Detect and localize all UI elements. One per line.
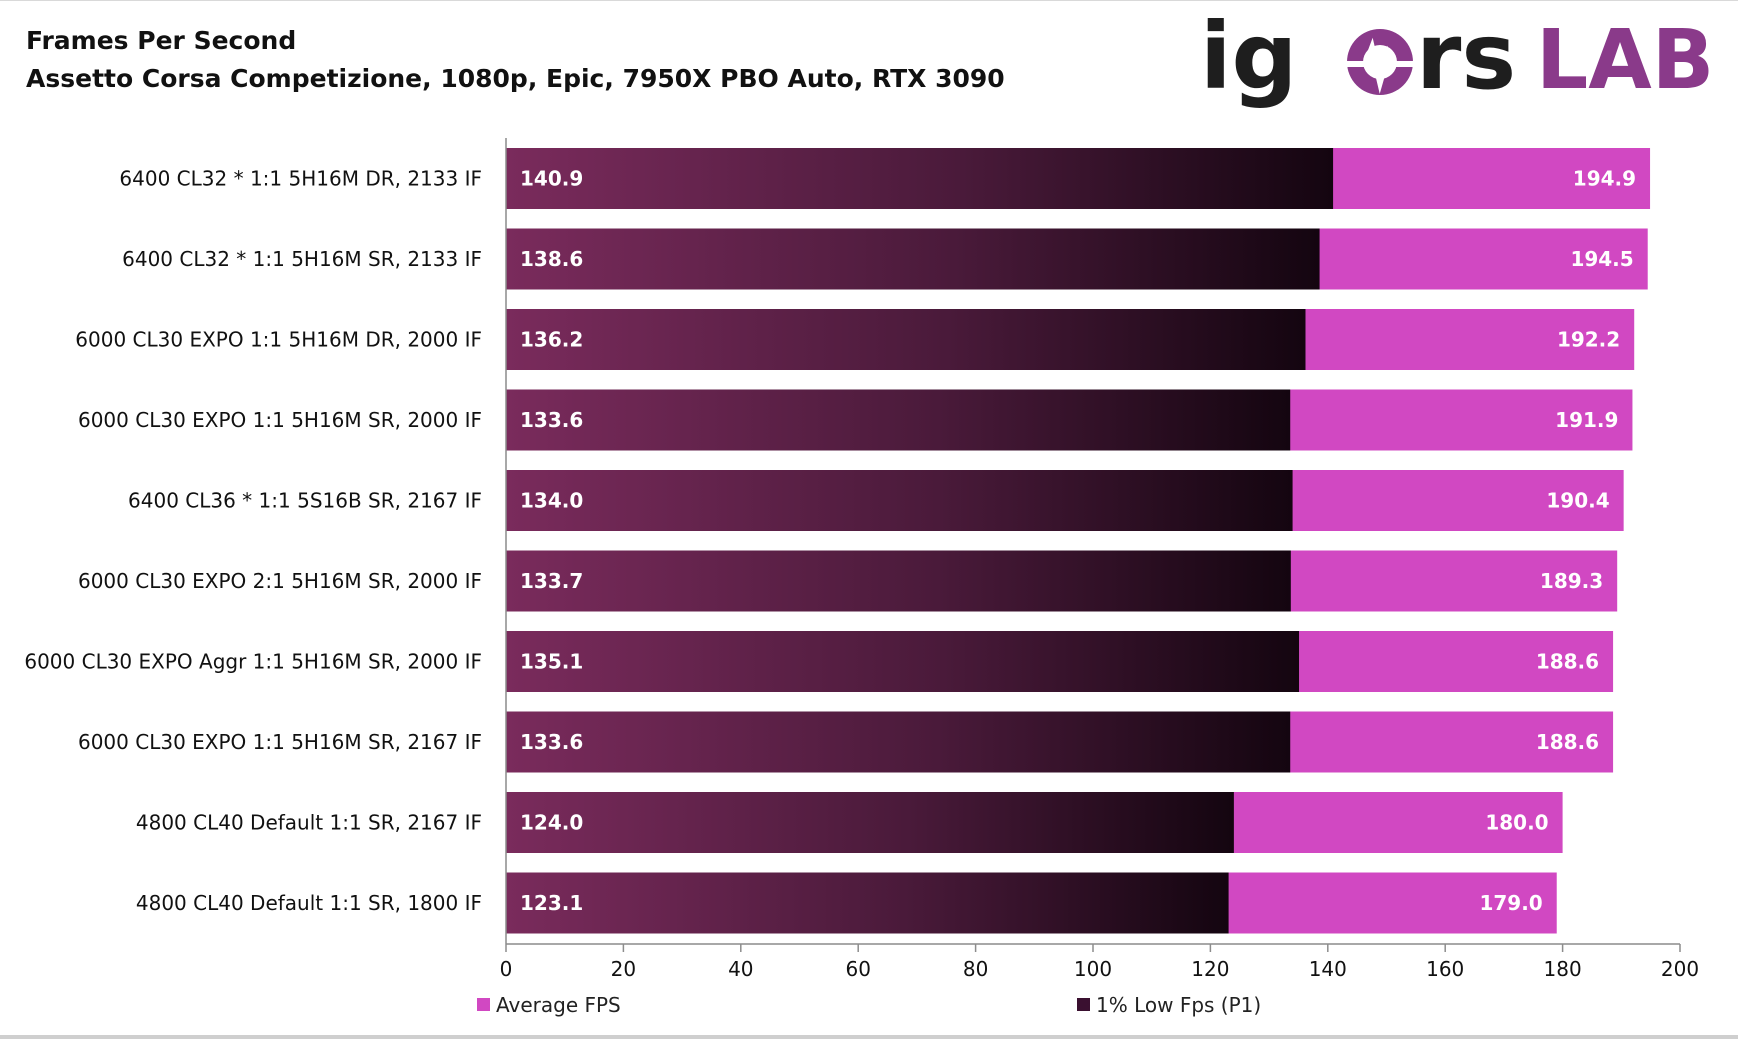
category-label: 6000 CL30 EXPO Aggr 1:1 5H16M SR, 2000 I…	[24, 650, 482, 674]
legend-swatch	[477, 998, 490, 1011]
chart-title: Frames Per Second	[26, 26, 297, 55]
legend-label: 1% Low Fps (P1)	[1096, 993, 1261, 1017]
value-label-average-fps: 190.4	[1546, 489, 1609, 513]
value-label-average-fps: 194.5	[1570, 247, 1633, 271]
bar-1pct-low	[506, 550, 1291, 612]
value-label-average-fps: 192.2	[1557, 328, 1620, 352]
value-label-average-fps: 194.9	[1573, 167, 1636, 191]
value-label-1pct-low: 136.2	[520, 328, 583, 352]
value-label-1pct-low: 140.9	[520, 167, 583, 191]
x-tick-label: 160	[1426, 957, 1464, 981]
value-label-average-fps: 180.0	[1485, 811, 1548, 835]
x-tick-label: 140	[1309, 957, 1347, 981]
x-tick-label: 180	[1544, 957, 1582, 981]
category-label: 6400 CL32 * 1:1 5H16M SR, 2133 IF	[122, 247, 482, 271]
category-label: 6000 CL30 EXPO 1:1 5H16M SR, 2000 IF	[78, 408, 482, 432]
bar-row: 6400 CL32 * 1:1 5H16M SR, 2133 IF 138.6 19…	[122, 228, 1648, 290]
x-tick-label: 0	[500, 957, 513, 981]
bar-row: 6400 CL32 * 1:1 5H16M DR, 2133 IF 140.9 19…	[119, 148, 1651, 209]
bar-row: 6000 CL30 EXPO Aggr 1:1 5H16M SR, 2000 I…	[24, 631, 1614, 692]
value-label-1pct-low: 134.0	[520, 489, 583, 513]
svg-text:rs: rs	[1416, 10, 1516, 110]
bar-1pct-low	[506, 309, 1306, 370]
value-label-average-fps: 191.9	[1555, 408, 1618, 432]
bar-1pct-low	[506, 228, 1320, 290]
bar-row: 6000 CL30 EXPO 2:1 5H16M SR, 2000 IF 133.…	[78, 550, 1618, 612]
bar-row: 4800 CL40 Default 1:1 SR, 2167 IF 124.0 18…	[136, 792, 1563, 853]
x-tick-label: 40	[728, 957, 753, 981]
legend-swatch	[1077, 998, 1090, 1011]
value-label-1pct-low: 135.1	[520, 650, 583, 674]
bar-1pct-low	[506, 389, 1291, 451]
bar-row: 4800 CL40 Default 1:1 SR, 1800 IF 123.1 17…	[136, 872, 1557, 934]
x-tick-label: 200	[1661, 957, 1699, 981]
value-label-1pct-low: 133.6	[520, 408, 583, 432]
value-label-average-fps: 188.6	[1536, 730, 1599, 754]
bar-1pct-low	[506, 631, 1300, 692]
category-label: 6400 CL32 * 1:1 5H16M DR, 2133 IF	[119, 167, 482, 191]
category-label: 6000 CL30 EXPO 1:1 5H16M SR, 2167 IF	[78, 730, 482, 754]
bar-1pct-low	[506, 470, 1293, 531]
category-label: 6400 CL36 * 1:1 5S16B SR, 2167 IF	[128, 489, 482, 513]
category-label: 4800 CL40 Default 1:1 SR, 1800 IF	[136, 891, 482, 915]
svg-text:LAB: LAB	[1536, 13, 1714, 108]
bar-row: 6400 CL36 * 1:1 5S16B SR, 2167 IF 134.0 19…	[128, 470, 1624, 531]
bar-1pct-low	[506, 148, 1334, 209]
x-tick-label: 80	[963, 957, 988, 981]
value-label-average-fps: 189.3	[1540, 569, 1603, 593]
value-label-1pct-low: 133.7	[520, 569, 583, 593]
value-label-average-fps: 179.0	[1479, 891, 1542, 915]
bar-1pct-low	[506, 711, 1291, 773]
value-label-1pct-low: 133.6	[520, 730, 583, 754]
igorslab-logo: ig rs LAB	[1200, 10, 1714, 110]
x-tick-label: 100	[1074, 957, 1112, 981]
category-label: 6000 CL30 EXPO 2:1 5H16M SR, 2000 IF	[78, 569, 482, 593]
bar-row: 6000 CL30 EXPO 1:1 5H16M SR, 2167 IF 133.…	[78, 711, 1614, 773]
chart-subtitle: Assetto Corsa Competizione, 1080p, Epic,…	[26, 64, 1005, 93]
bar-row: 6000 CL30 EXPO 1:1 5H16M DR, 2000 IF 136.…	[75, 309, 1635, 370]
category-label: 6000 CL30 EXPO 1:1 5H16M DR, 2000 IF	[75, 328, 482, 352]
value-label-1pct-low: 138.6	[520, 247, 583, 271]
x-tick-label: 60	[845, 957, 870, 981]
x-tick-label: 20	[611, 957, 636, 981]
value-label-1pct-low: 124.0	[520, 811, 583, 835]
legend-label: Average FPS	[496, 993, 621, 1017]
value-label-average-fps: 188.6	[1536, 650, 1599, 674]
bar-row: 6000 CL30 EXPO 1:1 5H16M SR, 2000 IF 133.…	[78, 389, 1633, 451]
bar-1pct-low	[506, 792, 1234, 853]
value-label-1pct-low: 123.1	[520, 891, 583, 915]
svg-text:ig: ig	[1200, 10, 1297, 110]
category-label: 4800 CL40 Default 1:1 SR, 2167 IF	[136, 811, 482, 835]
x-tick-label: 120	[1191, 957, 1229, 981]
bar-1pct-low	[506, 872, 1229, 934]
